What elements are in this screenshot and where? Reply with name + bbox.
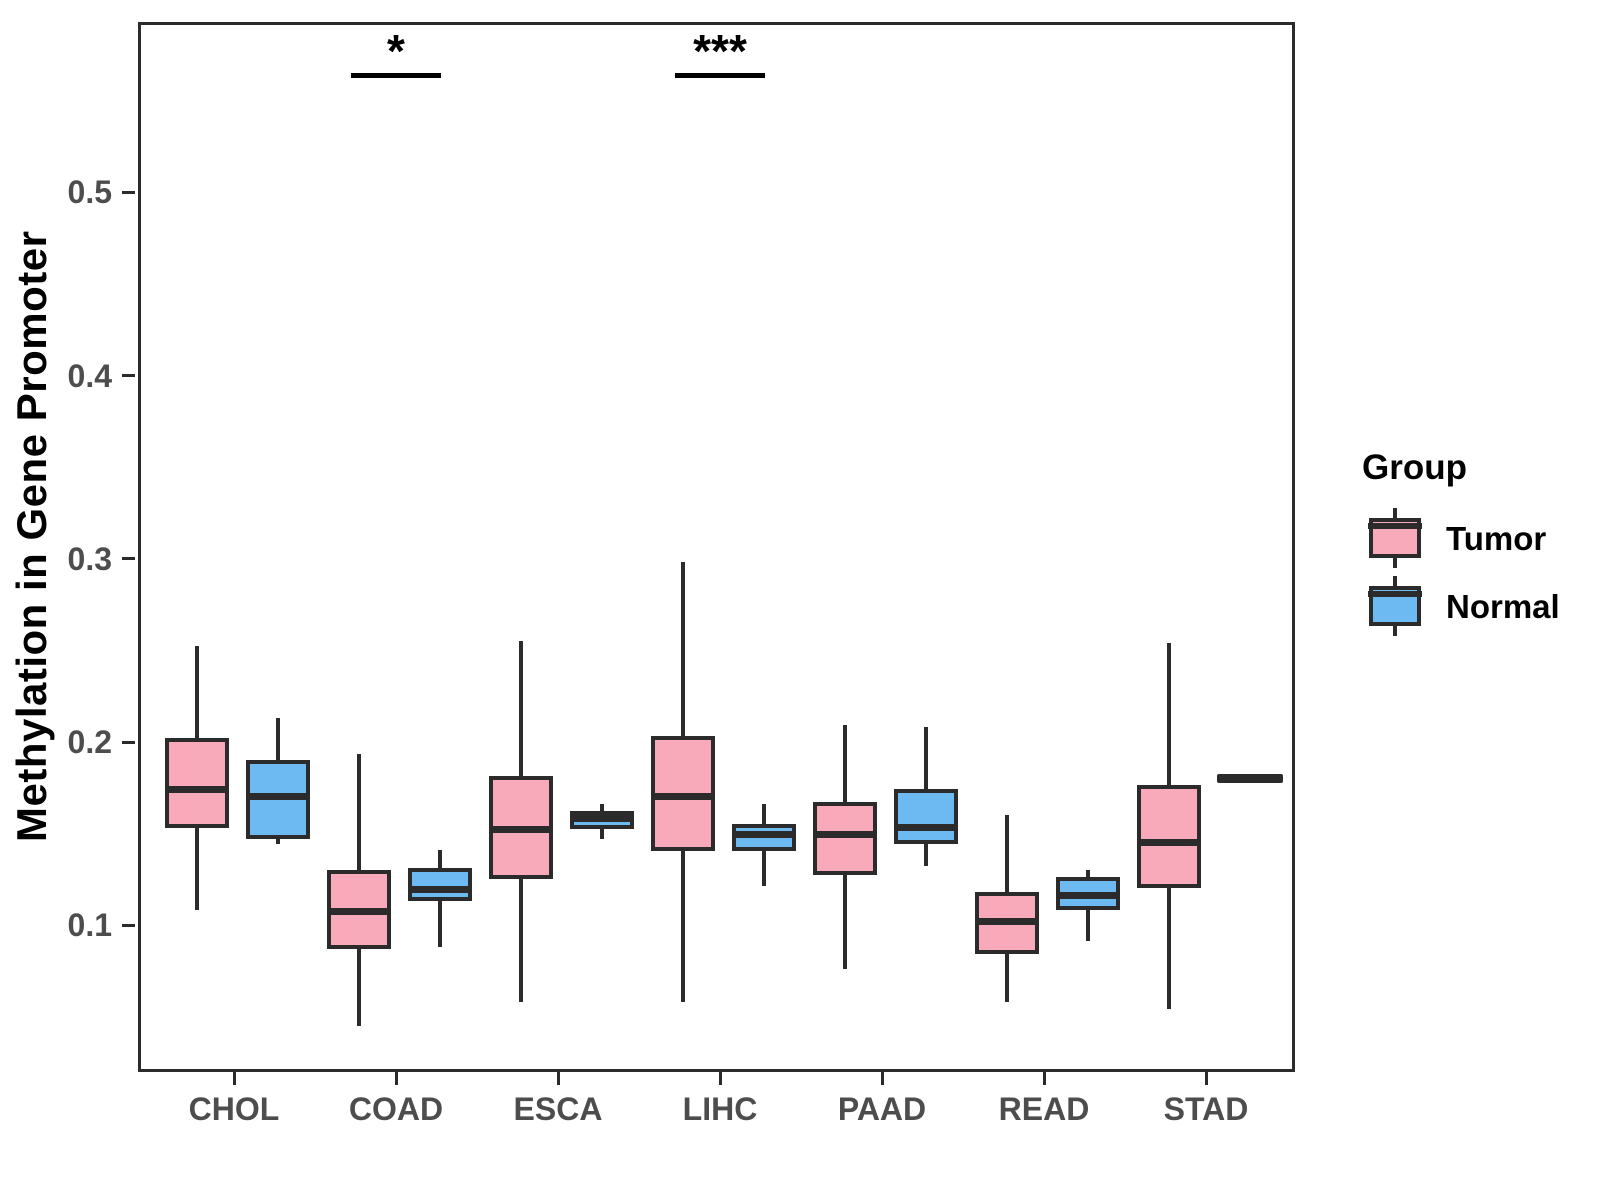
y-tick-mark	[122, 190, 135, 194]
boxplot-median-normal-esca	[573, 814, 630, 822]
significance-stars-coad: *	[387, 25, 405, 77]
significance-stars-lihc: ***	[693, 25, 747, 77]
boxplot-median-normal-read	[1059, 891, 1116, 899]
significance-bar-lihc	[675, 73, 765, 78]
boxplot-lower-whisker-normal-lihc	[761, 851, 766, 887]
boxplot-lower-whisker-normal-coad	[437, 900, 442, 947]
boxplot-lower-whisker-normal-chol	[275, 838, 280, 845]
boxplot-lower-whisker-normal-paad	[923, 844, 928, 867]
x-tick-label: COAD	[348, 1091, 444, 1127]
x-tick-mark	[880, 1072, 884, 1085]
boxplot-box-normal-read	[1055, 877, 1120, 911]
y-tick-label: 0.3	[67, 540, 112, 577]
boxplot-box-normal-paad	[893, 789, 958, 845]
boxplot-median-normal-paad	[897, 824, 954, 832]
boxplot-upper-whisker-tumor-read	[1004, 814, 1009, 892]
y-tick-label: 0.5	[67, 174, 112, 211]
x-tick-mark	[232, 1072, 236, 1085]
y-tick-label: 0.2	[67, 724, 112, 761]
boxplot-medianline-normal-stad	[1216, 773, 1283, 783]
plot-panel	[138, 22, 1295, 1072]
boxplot-lower-whisker-tumor-chol	[194, 827, 199, 911]
boxplot-box-normal-coad	[407, 867, 472, 901]
boxplot-median-tumor-lihc	[654, 792, 711, 800]
boxplot-box-normal-chol	[245, 759, 310, 839]
y-tick-mark	[122, 557, 135, 561]
significance-bar-coad	[351, 73, 441, 78]
x-tick-mark	[394, 1072, 398, 1085]
y-tick-mark	[122, 740, 135, 744]
boxplot-upper-whisker-tumor-lihc	[680, 561, 685, 736]
x-tick-mark	[556, 1072, 560, 1085]
boxplot-upper-whisker-normal-coad	[437, 849, 442, 868]
x-tick-label: ESCA	[513, 1091, 603, 1127]
legend-item-tumor: Tumor	[1330, 508, 1595, 568]
boxplot-key-icon	[1368, 508, 1422, 568]
boxplot-median-tumor-coad	[330, 908, 387, 916]
boxplot-box-tumor-esca	[488, 776, 553, 879]
boxplot-upper-whisker-normal-paad	[923, 726, 928, 790]
boxplot-lower-whisker-normal-esca	[599, 829, 604, 839]
legend-label-normal: Normal	[1446, 588, 1560, 625]
x-tick-mark	[1204, 1072, 1208, 1085]
boxplot-lower-whisker-tumor-paad	[842, 875, 847, 969]
x-tick-label: LIHC	[682, 1091, 758, 1127]
boxplot-median-normal-coad	[411, 886, 468, 894]
boxplot-key-icon	[1368, 576, 1422, 636]
legend-item-normal: Normal	[1330, 576, 1595, 636]
x-tick-label: PAAD	[837, 1091, 927, 1127]
x-tick-mark	[718, 1072, 722, 1085]
boxplot-lower-whisker-tumor-esca	[518, 878, 523, 1002]
y-tick-mark	[122, 923, 135, 927]
x-tick-mark	[1042, 1072, 1046, 1085]
boxplot-median-tumor-paad	[816, 831, 873, 839]
boxplot-upper-whisker-tumor-stad	[1166, 642, 1171, 786]
boxplot-upper-whisker-normal-chol	[275, 717, 280, 760]
boxplot-upper-whisker-tumor-paad	[842, 725, 847, 802]
boxplot-box-tumor-lihc	[650, 735, 715, 852]
boxplot-box-normal-esca	[569, 811, 634, 830]
boxplot-box-tumor-stad	[1136, 785, 1201, 889]
legend-title: Group	[1362, 448, 1467, 487]
legend: Group Tumor Normal	[1330, 440, 1595, 660]
boxplot-box-tumor-chol	[164, 737, 229, 828]
x-tick-label: STAD	[1163, 1091, 1249, 1127]
y-tick-label: 0.1	[67, 907, 112, 944]
boxplot-upper-whisker-tumor-chol	[194, 646, 199, 738]
boxplot-lower-whisker-tumor-stad	[1166, 888, 1171, 1010]
boxplot-median-normal-chol	[249, 792, 306, 800]
boxplot-lower-whisker-tumor-read	[1004, 954, 1009, 1002]
boxplot-upper-whisker-tumor-esca	[518, 640, 523, 777]
boxplot-median-normal-lihc	[735, 831, 792, 839]
legend-label-tumor: Tumor	[1446, 520, 1547, 557]
boxplot-box-normal-lihc	[731, 823, 796, 852]
boxplot-box-tumor-read	[974, 891, 1039, 955]
boxplot-lower-whisker-normal-read	[1085, 910, 1090, 942]
boxplot-box-tumor-coad	[326, 869, 391, 949]
x-tick-label: READ	[998, 1091, 1090, 1127]
boxplot-median-tumor-chol	[168, 785, 225, 793]
boxplot-median-tumor-read	[978, 917, 1035, 925]
boxplot-upper-whisker-normal-lihc	[761, 803, 766, 824]
y-tick-mark	[122, 374, 135, 378]
boxplot-box-tumor-paad	[812, 801, 877, 876]
boxplot-lower-whisker-tumor-lihc	[680, 851, 685, 1002]
boxplot-upper-whisker-normal-read	[1085, 869, 1090, 878]
boxplot-upper-whisker-normal-esca	[599, 803, 604, 812]
x-tick-label: CHOL	[188, 1091, 280, 1127]
boxplot-upper-whisker-tumor-coad	[356, 754, 361, 870]
boxplot-median-tumor-esca	[492, 825, 549, 833]
boxplot-median-tumor-stad	[1140, 838, 1197, 846]
y-tick-label: 0.4	[67, 357, 112, 394]
boxplot-lower-whisker-tumor-coad	[356, 948, 361, 1026]
